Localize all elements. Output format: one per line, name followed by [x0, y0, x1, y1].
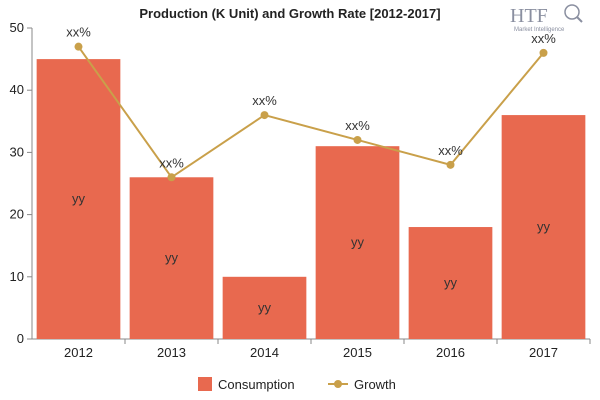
logo-text: HTF	[510, 5, 548, 27]
growth-data-label: xx%	[345, 118, 370, 133]
bar-data-label: yy	[537, 219, 551, 234]
bar-consumption	[315, 146, 400, 339]
bar-data-label: yy	[258, 300, 272, 315]
x-tick-label: 2013	[157, 345, 186, 360]
bar-data-label: yy	[72, 191, 86, 206]
plot-area: 0 10 20 30 40 50 yy 2012 yy 2013 yy 2014 yy 2015 yy 201…	[10, 20, 591, 360]
x-tick-label: 2014	[250, 345, 279, 360]
x-tick-label: 2015	[343, 345, 372, 360]
y-tick-label: 20	[10, 207, 24, 222]
growth-point	[539, 48, 548, 57]
logo-subtext: Market Intelligence	[514, 27, 565, 33]
x-tick-label: 2012	[64, 345, 93, 360]
y-tick-label: 40	[10, 82, 24, 97]
growth-point	[167, 173, 176, 182]
legend-label-consumption: Consumption	[218, 377, 295, 392]
chart-title: Production (K Unit) and Growth Rate [201…	[139, 6, 440, 21]
growth-point	[260, 111, 269, 120]
y-tick-label: 0	[17, 331, 24, 346]
growth-point	[353, 135, 362, 144]
growth-point	[446, 160, 455, 169]
bar-data-label: yy	[444, 275, 458, 290]
growth-data-label: xx%	[66, 25, 91, 40]
y-tick-label: 30	[10, 144, 24, 159]
bar-consumption	[501, 115, 586, 339]
bar-data-label: yy	[351, 235, 365, 250]
bar-consumption	[222, 276, 307, 339]
bar-consumption	[408, 227, 493, 339]
x-tick-label: 2016	[436, 345, 465, 360]
growth-data-label: xx%	[531, 31, 556, 46]
growth-data-label: xx%	[438, 143, 463, 158]
growth-line	[77, 46, 545, 179]
y-tick-label: 50	[10, 20, 24, 35]
legend: Consumption Growth	[198, 377, 396, 392]
growth-data-label: xx%	[159, 155, 184, 170]
legend-marker-growth	[334, 380, 342, 388]
y-tick-label: 10	[10, 269, 24, 284]
growth-data-label: xx%	[252, 93, 277, 108]
legend-swatch-consumption	[198, 377, 212, 391]
growth-point	[74, 42, 83, 51]
x-tick-label: 2017	[529, 345, 558, 360]
bar-data-label: yy	[165, 250, 179, 265]
htf-logo: HTF Market Intelligence	[510, 4, 583, 33]
bar-consumption	[129, 177, 214, 339]
bar-consumption	[36, 59, 121, 339]
legend-label-growth: Growth	[354, 377, 396, 392]
